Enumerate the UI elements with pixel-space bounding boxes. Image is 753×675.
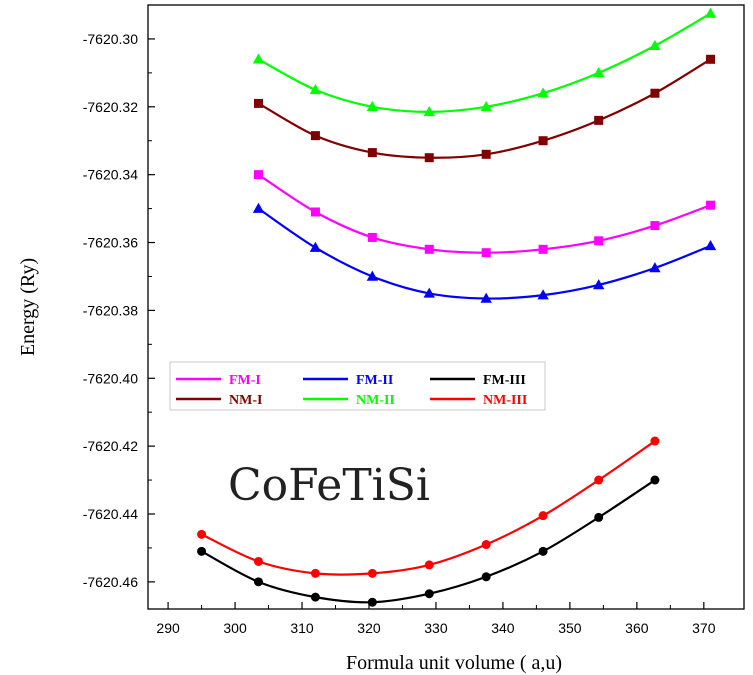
data-point-nm-i [310, 131, 320, 141]
data-point-nm-iii [367, 568, 377, 578]
data-point-fm-i [424, 244, 434, 254]
data-point-nm-i [706, 54, 716, 64]
data-point-nm-iii [594, 475, 604, 485]
y-tick-label: -7620.34 [83, 167, 138, 183]
series-fm-iii [197, 475, 660, 607]
data-point-fm-ii [423, 287, 435, 298]
series-nm-i [253, 54, 716, 163]
data-point-fm-iii [310, 592, 320, 602]
data-point-nm-ii [537, 87, 549, 98]
data-point-nm-i [367, 148, 377, 158]
series-line-nm-ii [257, 12, 712, 113]
legend-label-nm-ii: NM-II [356, 393, 395, 408]
legend-label-nm-i: NM-I [229, 393, 262, 408]
plot-frame [147, 4, 745, 610]
data-point-nm-iii [538, 511, 548, 521]
data-point-fm-ii [480, 292, 492, 303]
legend-label-fm-ii: FM-II [356, 373, 393, 388]
data-point-fm-ii [649, 262, 661, 273]
data-point-nm-iii [424, 560, 434, 570]
legend-label-fm-i: FM-I [229, 373, 261, 388]
data-point-fm-iii [538, 546, 548, 556]
series-layer [197, 7, 717, 607]
data-point-nm-i [481, 149, 491, 159]
y-tick-label: -7620.44 [83, 506, 138, 522]
data-point-fm-ii [537, 289, 549, 300]
data-point-fm-ii [704, 240, 717, 251]
axis-ticks: 290 300 310 320 330 340 350 360 370 -7620.30 -7620… [83, 31, 716, 636]
x-tick-label: 290 [156, 620, 180, 636]
data-point-fm-iii [650, 475, 660, 485]
series-nm-ii [252, 7, 717, 117]
data-point-fm-i [706, 200, 716, 210]
data-point-fm-ii [593, 279, 605, 290]
data-point-fm-i [367, 232, 377, 242]
data-point-nm-iii [650, 436, 660, 446]
y-tick-label: -7620.42 [83, 438, 138, 454]
data-point-fm-i [310, 207, 320, 217]
compound-annotation: CoFeTiSi [228, 460, 430, 511]
data-point-fm-iii [367, 597, 377, 607]
data-point-nm-iii [197, 529, 207, 539]
y-tick-label: -7620.38 [83, 302, 138, 318]
x-tick-label: 330 [424, 620, 448, 636]
legend-box [169, 361, 546, 411]
data-point-nm-iii [481, 540, 491, 550]
data-point-fm-iii [594, 512, 604, 522]
x-tick-label: 340 [491, 620, 515, 636]
data-point-fm-ii [366, 270, 379, 281]
legend-label-fm-iii: FM-III [483, 373, 526, 388]
data-point-fm-i [253, 170, 263, 180]
x-tick-label: 320 [357, 620, 381, 636]
series-nm-iii [197, 436, 660, 578]
legend-label-nm-iii: NM-III [483, 393, 527, 408]
y-tick-label: -7620.46 [83, 574, 138, 590]
data-point-nm-i [253, 98, 263, 108]
data-point-fm-iii [197, 546, 207, 556]
x-tick-label: 370 [692, 620, 716, 636]
data-point-nm-i [650, 88, 660, 98]
data-point-fm-iii [424, 589, 434, 599]
data-point-nm-ii [252, 53, 265, 64]
data-point-fm-iii [481, 572, 491, 582]
x-tick-label: 300 [223, 620, 247, 636]
series-fm-i [253, 170, 716, 258]
y-tick-label: -7620.36 [83, 235, 138, 251]
data-point-nm-ii [704, 7, 717, 18]
data-point-nm-ii [649, 39, 661, 50]
data-point-nm-i [594, 115, 604, 125]
data-point-fm-ii [252, 202, 265, 213]
y-tick-label: -7620.30 [83, 31, 138, 47]
y-tick-label: -7620.32 [83, 99, 138, 115]
data-point-nm-iii [310, 568, 320, 578]
data-point-fm-i [538, 244, 548, 254]
data-point-nm-ii [423, 106, 435, 117]
legend: FM-I FM-II FM-III NM-I NM-II NM-III [169, 361, 546, 411]
data-point-nm-ii [593, 67, 605, 78]
data-point-fm-iii [253, 577, 263, 587]
data-point-nm-ii [480, 100, 492, 112]
x-tick-label: 310 [290, 620, 314, 636]
data-point-fm-ii [309, 241, 322, 252]
series-line-fm-i [257, 173, 711, 254]
x-axis-title: Formula unit volume ( a,u) [346, 652, 562, 674]
data-point-fm-i [481, 248, 491, 258]
data-point-nm-i [424, 153, 434, 163]
x-tick-label: 350 [558, 620, 582, 636]
y-tick-label: -7620.40 [83, 370, 138, 386]
x-tick-label: 360 [625, 620, 649, 636]
data-point-fm-i [650, 221, 660, 231]
series-fm-ii [252, 202, 717, 303]
data-point-fm-i [594, 236, 604, 246]
y-axis-title: Energy (Ry) [17, 258, 39, 356]
data-point-nm-ii [366, 100, 379, 112]
data-point-nm-iii [253, 556, 263, 566]
data-point-nm-i [538, 136, 548, 146]
data-point-nm-ii [309, 83, 322, 95]
